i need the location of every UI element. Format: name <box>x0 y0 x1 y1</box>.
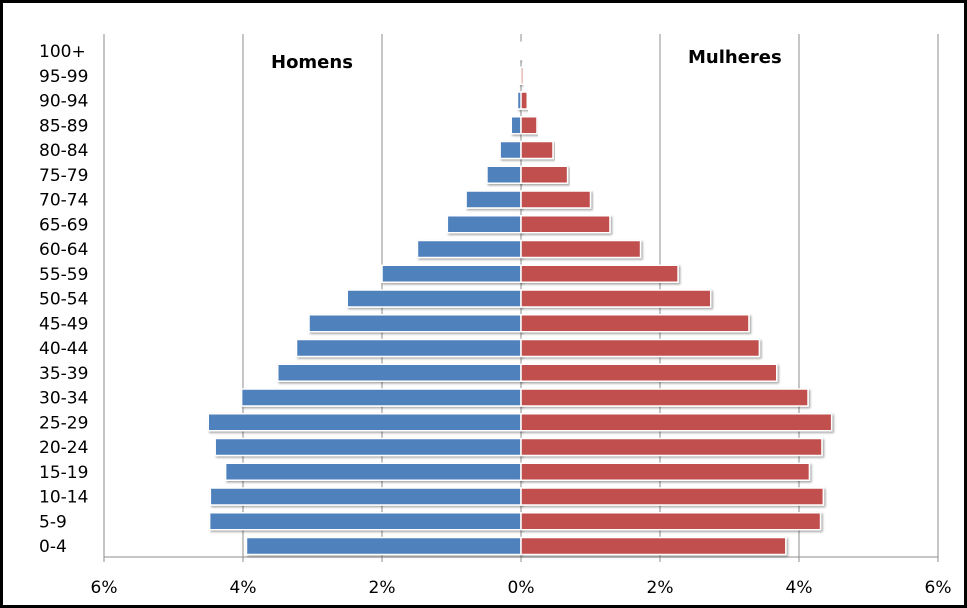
y-tick-label: 25-29 <box>39 413 88 433</box>
bar-mulheres-85-89 <box>520 116 538 135</box>
bar-homens-45-49 <box>308 314 522 333</box>
y-tick-label: 65-69 <box>39 215 88 235</box>
bar-mulheres-95-99 <box>520 66 524 85</box>
bar-homens-15-19 <box>224 462 522 481</box>
bar-mulheres-55-59 <box>520 264 679 283</box>
bar-mulheres-90-94 <box>520 91 529 110</box>
y-tick-label: 15-19 <box>39 463 88 483</box>
bar-mulheres-35-39 <box>520 363 778 382</box>
homens-label: Homens <box>271 52 353 73</box>
bar-mulheres-10-14 <box>520 487 825 506</box>
bar-mulheres-0-4 <box>520 536 787 556</box>
y-tick-label: 95-99 <box>39 67 88 87</box>
y-tick-label: 0-4 <box>39 537 67 557</box>
y-tick-label: 90-94 <box>39 92 88 112</box>
x-tick-label: 2% <box>369 578 396 598</box>
y-tick-label: 55-59 <box>39 265 88 285</box>
bar-homens-80-84 <box>499 140 522 160</box>
bar-homens-65-69 <box>446 215 522 234</box>
bar-mulheres-45-49 <box>520 314 750 333</box>
y-tick-label: 70-74 <box>39 191 88 211</box>
bar-homens-55-59 <box>381 264 522 283</box>
bar-homens-60-64 <box>416 239 522 259</box>
bar-mulheres-50-54 <box>520 289 712 308</box>
bar-homens-85-89 <box>510 116 522 135</box>
bar-homens-5-9 <box>208 512 522 531</box>
x-tick-label: 4% <box>786 578 813 598</box>
bar-mulheres-20-24 <box>520 437 823 457</box>
bar-homens-40-44 <box>295 338 522 358</box>
y-tick-label: 80-84 <box>39 141 88 161</box>
y-tick-label: 35-39 <box>39 364 88 384</box>
bar-mulheres-15-19 <box>520 462 811 481</box>
bar-homens-10-14 <box>209 487 522 506</box>
bar-mulheres-80-84 <box>520 140 554 160</box>
y-tick-label: 60-64 <box>39 240 88 260</box>
bar-mulheres-100+ <box>520 41 524 61</box>
y-tick-label: 30-34 <box>39 389 88 409</box>
bar-homens-75-79 <box>486 165 522 184</box>
y-tick-label: 40-44 <box>39 339 88 359</box>
bar-mulheres-40-44 <box>520 338 761 358</box>
bar-mulheres-60-64 <box>520 239 642 259</box>
bar-mulheres-70-74 <box>520 190 592 209</box>
bar-homens-35-39 <box>277 363 522 382</box>
bar-homens-30-34 <box>240 388 522 407</box>
x-tick-label: 4% <box>230 578 257 598</box>
mulheres-label: Mulheres <box>688 47 782 68</box>
bar-homens-25-29 <box>207 413 522 432</box>
bar-mulheres-75-79 <box>520 165 569 184</box>
y-tick-label: 50-54 <box>39 290 88 310</box>
y-tick-label: 85-89 <box>39 116 88 136</box>
x-tick-label: 6% <box>91 578 118 598</box>
y-tick-label: 5-9 <box>39 512 67 532</box>
x-tick-label: 0% <box>508 578 535 598</box>
x-tick-label: 2% <box>647 578 674 598</box>
y-tick-label: 75-79 <box>39 166 88 186</box>
bar-mulheres-25-29 <box>520 413 833 432</box>
y-tick-label: 20-24 <box>39 438 88 458</box>
y-tick-label: 45-49 <box>39 314 88 334</box>
bar-homens-0-4 <box>245 536 522 556</box>
y-tick-label: 100+ <box>39 42 86 62</box>
bar-homens-70-74 <box>465 190 522 209</box>
bar-mulheres-5-9 <box>520 512 822 531</box>
bar-homens-20-24 <box>214 437 522 457</box>
y-tick-label: 10-14 <box>39 488 88 508</box>
x-tick-label: 6% <box>925 578 952 598</box>
bar-homens-50-54 <box>346 289 522 308</box>
population-pyramid-chart: 6% 4% 2% 0% 2% 4% 6% 0-4 5-9 10-14 15-19 20-24 25-29… <box>39 34 952 598</box>
bar-mulheres-30-34 <box>520 388 809 407</box>
bar-mulheres-65-69 <box>520 215 611 234</box>
